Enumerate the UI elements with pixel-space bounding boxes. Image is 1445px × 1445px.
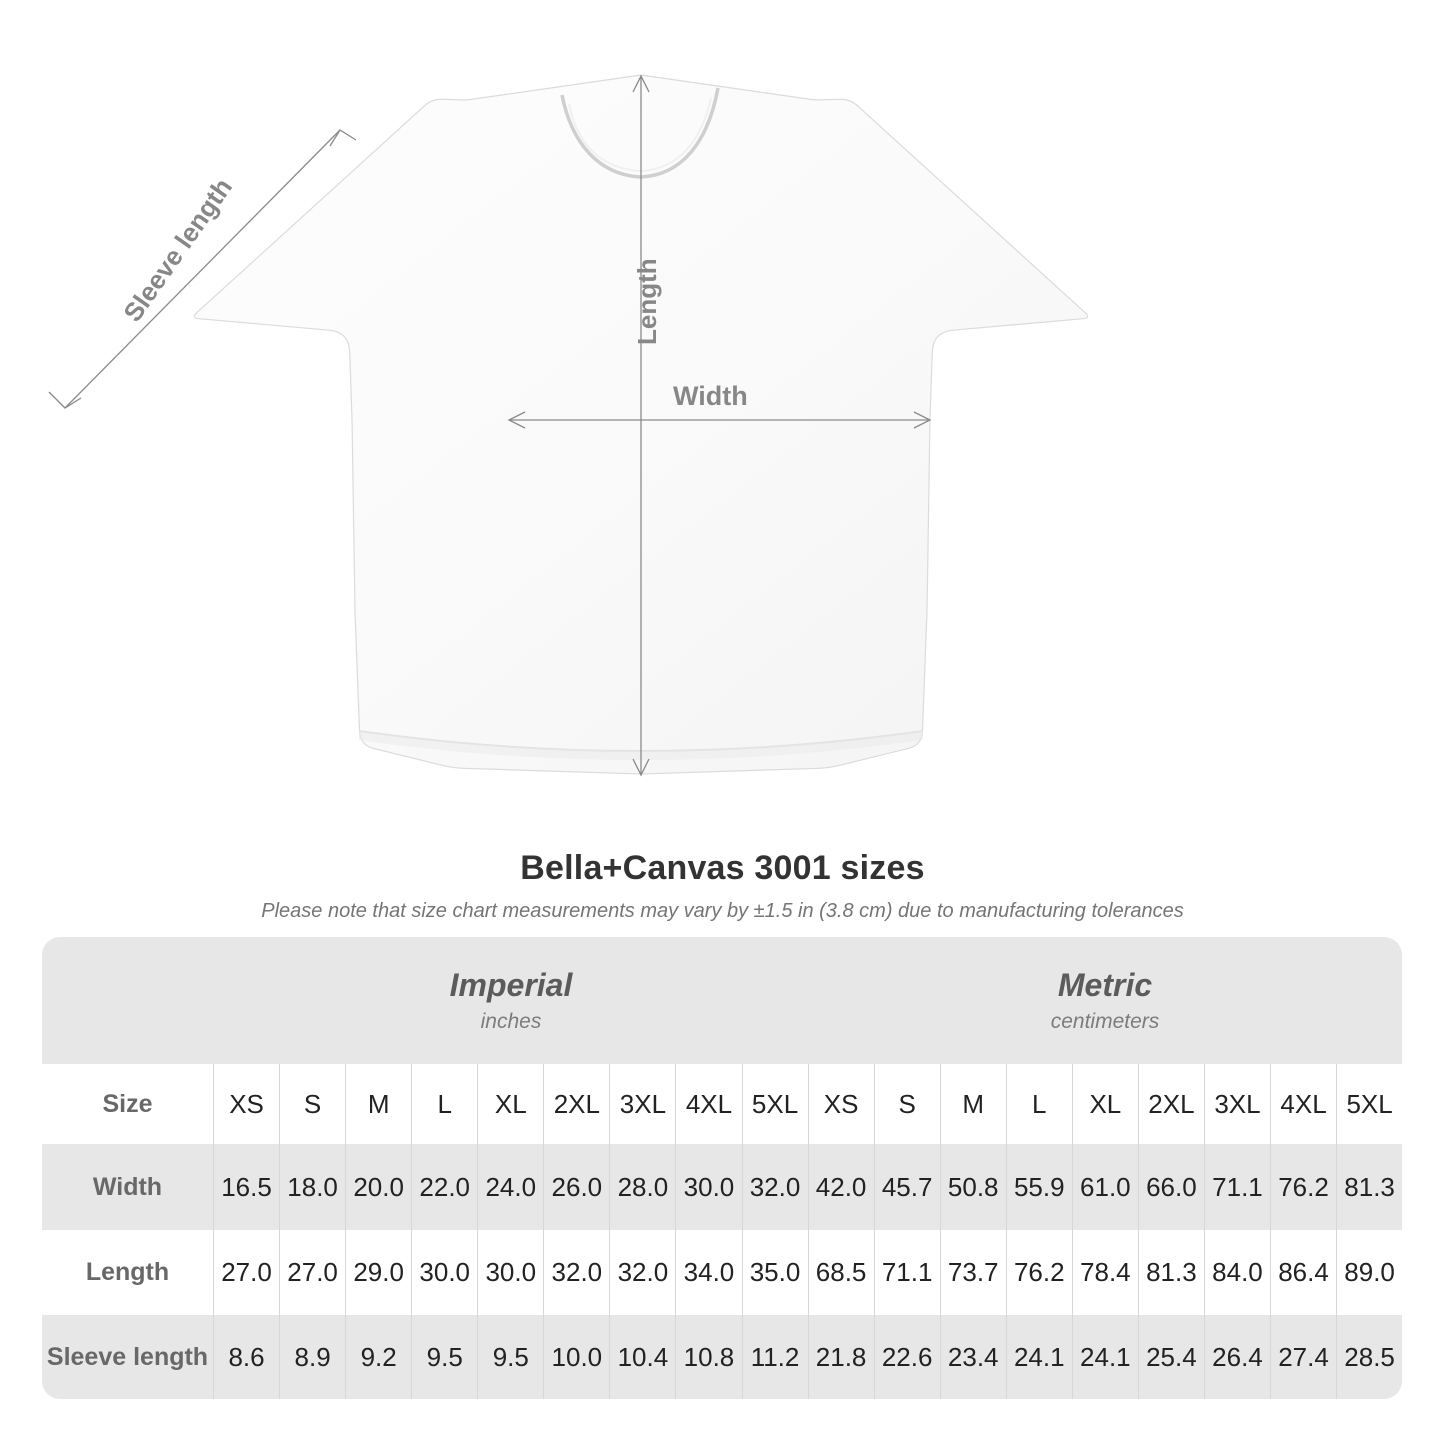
svg-text:Length: Length (632, 258, 662, 345)
svg-text:Width: Width (673, 381, 748, 411)
